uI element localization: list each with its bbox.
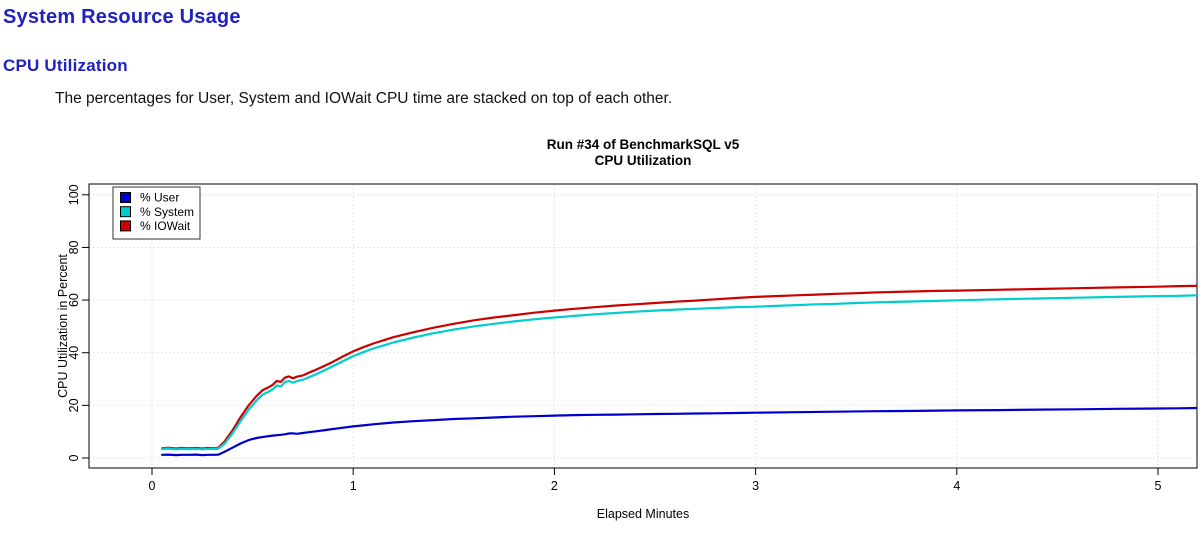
y-tick-label: 0	[67, 454, 81, 461]
section-description: The percentages for User, System and IOW…	[55, 90, 673, 107]
x-tick-label: 2	[551, 479, 558, 493]
series-line-user	[161, 406, 1198, 457]
x-tick-label: 0	[149, 479, 156, 493]
y-axis-label: CPU Utilization in Percent	[56, 254, 70, 398]
y-tick-label: 20	[67, 398, 81, 412]
x-axis-label: Elapsed Minutes	[597, 507, 689, 521]
y-tick-label: 60	[67, 293, 81, 307]
series-line-system	[161, 294, 1198, 451]
x-tick-label: 1	[350, 479, 357, 493]
section-title: CPU Utilization	[3, 56, 128, 75]
cpu-utilization-chart: 0 20 40 60 80 100 0 1 2 3 4 5 Run #34 of BenchmarkSQ…	[0, 134, 1203, 533]
legend-swatch-icon	[120, 220, 131, 232]
plot-border	[88, 183, 1198, 469]
y-tick-label: 40	[67, 346, 81, 360]
chart-subtitle: CPU Utilization	[595, 153, 692, 168]
cpu-chart-image: 0 20 40 60 80 100 0 1 2 3 4 5 Run #34 of BenchmarkSQ…	[56, 137, 1198, 521]
legend-swatch-icon	[120, 192, 131, 203]
legend-swatch-icon	[120, 206, 131, 218]
x-tick-label: 5	[1155, 479, 1162, 493]
series-line-iowait	[161, 284, 1198, 450]
chart-title: Run #34 of BenchmarkSQL v5	[547, 137, 740, 152]
legend-label: % IOWait	[140, 219, 191, 233]
x-tick-label: 4	[953, 479, 960, 493]
report-page: { "page": { "title": "System Resource Us…	[0, 6, 1203, 533]
x-tick-label: 3	[752, 479, 759, 493]
legend-label: % User	[140, 191, 179, 205]
legend-label: % System	[140, 205, 194, 219]
y-tick-label: 100	[67, 184, 81, 205]
y-tick-label: 80	[67, 240, 81, 254]
page-title: System Resource Usage	[3, 6, 241, 28]
